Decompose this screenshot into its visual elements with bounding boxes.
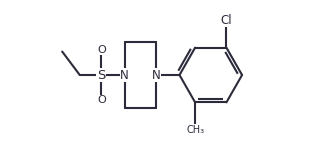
- Text: CH₃: CH₃: [186, 125, 204, 135]
- Text: N: N: [120, 69, 129, 81]
- Text: S: S: [97, 69, 106, 81]
- Text: Cl: Cl: [221, 14, 232, 27]
- Text: N: N: [152, 69, 160, 81]
- Text: O: O: [97, 95, 106, 105]
- Text: O: O: [97, 45, 106, 55]
